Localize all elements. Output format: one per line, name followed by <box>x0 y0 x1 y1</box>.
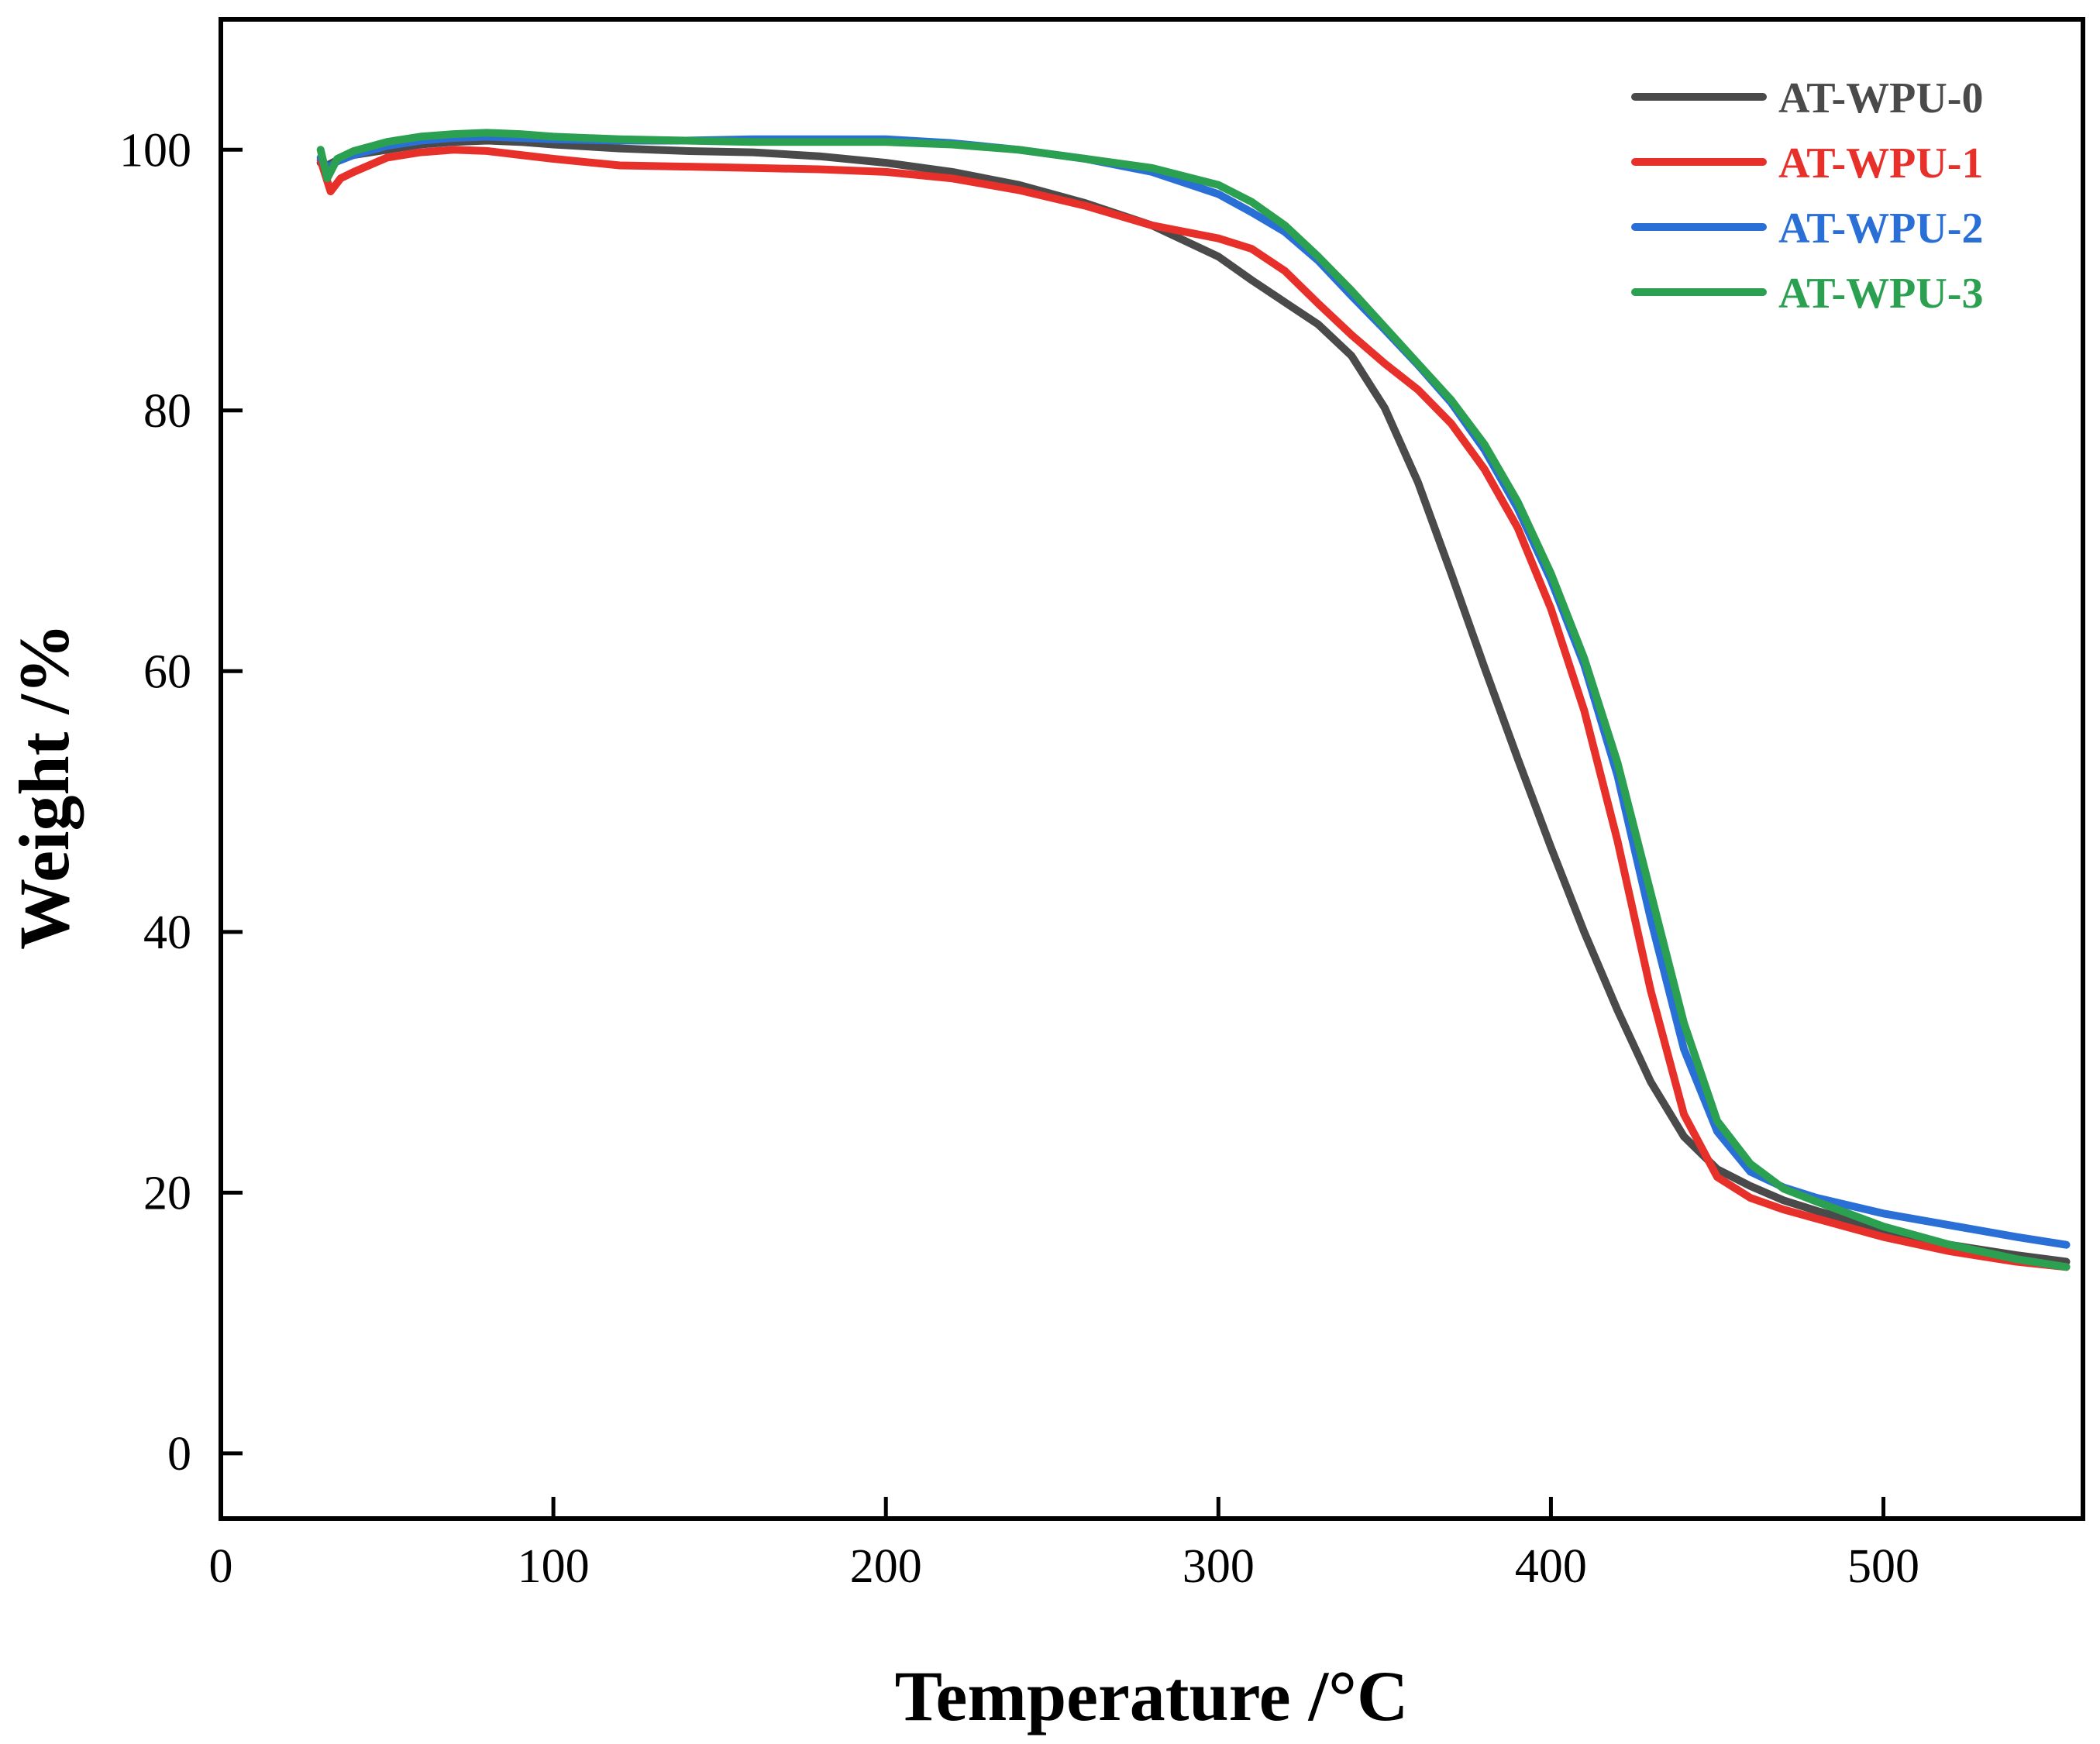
x-tick-label: 400 <box>1515 1540 1587 1593</box>
y-tick-label: 0 <box>167 1428 191 1481</box>
series-line-at-wpu-0 <box>316 136 2071 1266</box>
y-tick-label: 100 <box>119 124 191 177</box>
series-line-at-wpu-1 <box>316 146 2071 1271</box>
x-tick-label: 300 <box>1183 1540 1255 1593</box>
series-lines <box>316 129 2071 1271</box>
legend-label-at-wpu-0: AT-WPU-0 <box>1778 74 1983 122</box>
x-tick-label: 500 <box>1847 1540 1919 1593</box>
y-tick-label: 60 <box>143 645 191 698</box>
series-line-at-wpu-3 <box>316 129 2071 1271</box>
x-tick-label: 100 <box>518 1540 590 1593</box>
plot-frame <box>219 17 2085 1521</box>
legend: AT-WPU-0 AT-WPU-1 AT-WPU-2 AT-WPU-3 <box>1631 74 1983 318</box>
legend-label-at-wpu-1: AT-WPU-1 <box>1778 139 1983 187</box>
x-axis-title: Temperature /°C <box>895 1656 1409 1735</box>
x-axis-ticks: 0 100 200 300 400 500 <box>209 1497 1919 1593</box>
y-tick-label: 20 <box>143 1167 191 1219</box>
y-tick-label: 80 <box>143 385 191 438</box>
y-axis-title: Weight /% <box>5 623 84 950</box>
legend-label-at-wpu-2: AT-WPU-2 <box>1778 205 1983 253</box>
x-tick-label: 0 <box>209 1540 233 1593</box>
y-tick-label: 40 <box>143 906 191 959</box>
x-tick-label: 200 <box>850 1540 922 1593</box>
legend-label-at-wpu-3: AT-WPU-3 <box>1778 270 1983 318</box>
y-axis-ticks: 0 20 40 60 80 100 <box>119 124 243 1481</box>
